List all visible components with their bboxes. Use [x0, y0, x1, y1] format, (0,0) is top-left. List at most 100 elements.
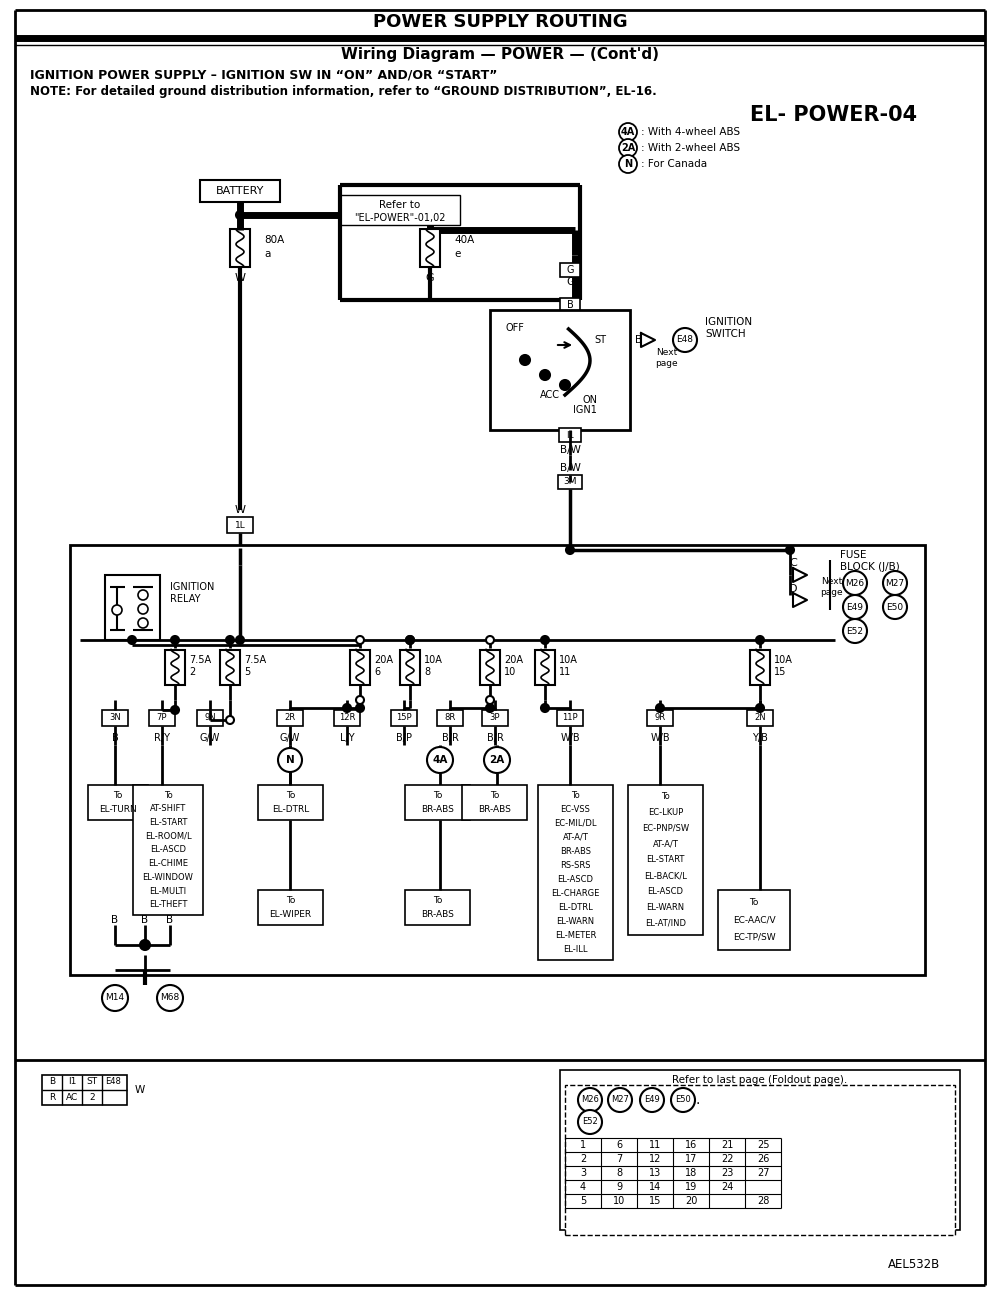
Text: EC-VSS: EC-VSS [561, 805, 590, 814]
Text: 4: 4 [580, 1181, 586, 1192]
Bar [220, 650, 240, 685]
Text: EL-ASCD: EL-ASCD [648, 888, 684, 895]
Text: B/W: B/W [560, 463, 580, 474]
Circle shape [619, 138, 637, 157]
Text: AT-A/T: AT-A/T [653, 840, 678, 849]
Circle shape [171, 707, 179, 714]
Text: N: N [286, 754, 294, 765]
Bar [628, 785, 703, 936]
Text: POWER SUPPLY ROUTING: POWER SUPPLY ROUTING [373, 13, 627, 31]
Text: G: G [426, 273, 434, 283]
Circle shape [656, 704, 664, 712]
Bar [340, 195, 460, 225]
Text: 21: 21 [721, 1140, 733, 1150]
Text: To: To [571, 791, 580, 800]
Text: : With 4-wheel ABS: : With 4-wheel ABS [641, 127, 740, 137]
Bar [557, 710, 583, 726]
Text: 17: 17 [685, 1154, 697, 1165]
Text: 15P: 15P [396, 713, 412, 722]
Text: 2R: 2R [284, 713, 296, 722]
Text: B/P: B/P [396, 732, 412, 743]
Text: 80A: 80A [264, 236, 284, 245]
Circle shape [843, 619, 867, 643]
Text: 2A: 2A [621, 144, 635, 153]
Text: : With 2-wheel ABS: : With 2-wheel ABS [641, 144, 740, 153]
Bar [133, 785, 203, 915]
Circle shape [578, 1088, 602, 1112]
Text: EL-CHARGE: EL-CHARGE [551, 889, 600, 898]
Text: 3: 3 [580, 1168, 586, 1178]
Bar [558, 475, 582, 489]
Bar [560, 263, 580, 277]
Circle shape [226, 635, 234, 644]
Text: EL- POWER-04: EL- POWER-04 [750, 105, 917, 126]
Text: 2: 2 [89, 1093, 95, 1102]
Text: NOTE: For detailed ground distribution information, refer to “GROUND DISTRIBUTIO: NOTE: For detailed ground distribution i… [30, 85, 657, 98]
Bar [230, 229, 250, 267]
Text: 2: 2 [580, 1154, 586, 1165]
Bar [490, 311, 630, 430]
Text: To: To [286, 895, 295, 905]
Circle shape [236, 211, 244, 219]
Text: To: To [113, 791, 123, 800]
Text: IGNITION POWER SUPPLY – IGNITION SW IN “ON” AND/OR “START”: IGNITION POWER SUPPLY – IGNITION SW IN “… [30, 69, 497, 82]
Text: Wiring Diagram — POWER — (Cont'd): Wiring Diagram — POWER — (Cont'd) [341, 48, 659, 62]
Text: 22: 22 [721, 1154, 733, 1165]
Circle shape [540, 370, 550, 380]
Bar [200, 180, 280, 202]
Text: 7: 7 [616, 1154, 622, 1165]
Text: 11P: 11P [562, 713, 578, 722]
Circle shape [112, 606, 122, 615]
Text: EL-DTRL: EL-DTRL [272, 805, 309, 814]
Text: 15: 15 [774, 666, 786, 677]
Text: 4A: 4A [621, 127, 635, 137]
Circle shape [619, 123, 637, 141]
Circle shape [356, 704, 364, 712]
Text: 18: 18 [685, 1168, 697, 1178]
Circle shape [843, 595, 867, 619]
Text: E49: E49 [644, 1096, 660, 1105]
Text: Refer to: Refer to [379, 201, 421, 210]
Text: E48: E48 [105, 1078, 121, 1087]
Text: I1: I1 [566, 431, 574, 440]
Circle shape [138, 590, 148, 600]
Text: 26: 26 [757, 1154, 769, 1165]
Text: W: W [234, 273, 246, 283]
Text: EL-ILL: EL-ILL [563, 945, 588, 954]
Bar [480, 650, 500, 685]
Text: M26: M26 [845, 578, 865, 587]
Text: AC: AC [66, 1093, 78, 1102]
Bar [420, 229, 440, 267]
Text: 20: 20 [685, 1196, 697, 1206]
Text: M26: M26 [581, 1096, 599, 1105]
Circle shape [756, 704, 764, 712]
Bar [88, 785, 148, 820]
Circle shape [140, 939, 150, 950]
Text: AT-SHIFT: AT-SHIFT [150, 805, 186, 814]
Circle shape [128, 635, 136, 644]
Text: B: B [567, 300, 573, 311]
Circle shape [486, 704, 494, 712]
Text: D: D [788, 584, 797, 594]
Circle shape [883, 595, 907, 619]
Text: ST: ST [86, 1078, 98, 1087]
Bar [559, 428, 581, 443]
Text: M14: M14 [105, 994, 125, 1003]
Circle shape [673, 327, 697, 352]
Text: EL-WARN: EL-WARN [556, 917, 595, 927]
Text: W: W [135, 1084, 145, 1095]
Text: B/R: B/R [442, 732, 458, 743]
Text: 2N: 2N [754, 713, 766, 722]
Text: 23: 23 [721, 1168, 733, 1178]
Text: 25: 25 [757, 1140, 769, 1150]
Bar [482, 710, 508, 726]
Text: 9: 9 [616, 1181, 622, 1192]
Text: EL-BACK/L: EL-BACK/L [644, 871, 687, 880]
Text: AT-A/T: AT-A/T [563, 833, 588, 842]
Bar [350, 650, 370, 685]
Circle shape [427, 747, 453, 773]
Text: M27: M27 [885, 578, 905, 587]
Bar [149, 710, 175, 726]
Circle shape [343, 704, 351, 712]
Text: EC-PNP/SW: EC-PNP/SW [642, 824, 689, 833]
